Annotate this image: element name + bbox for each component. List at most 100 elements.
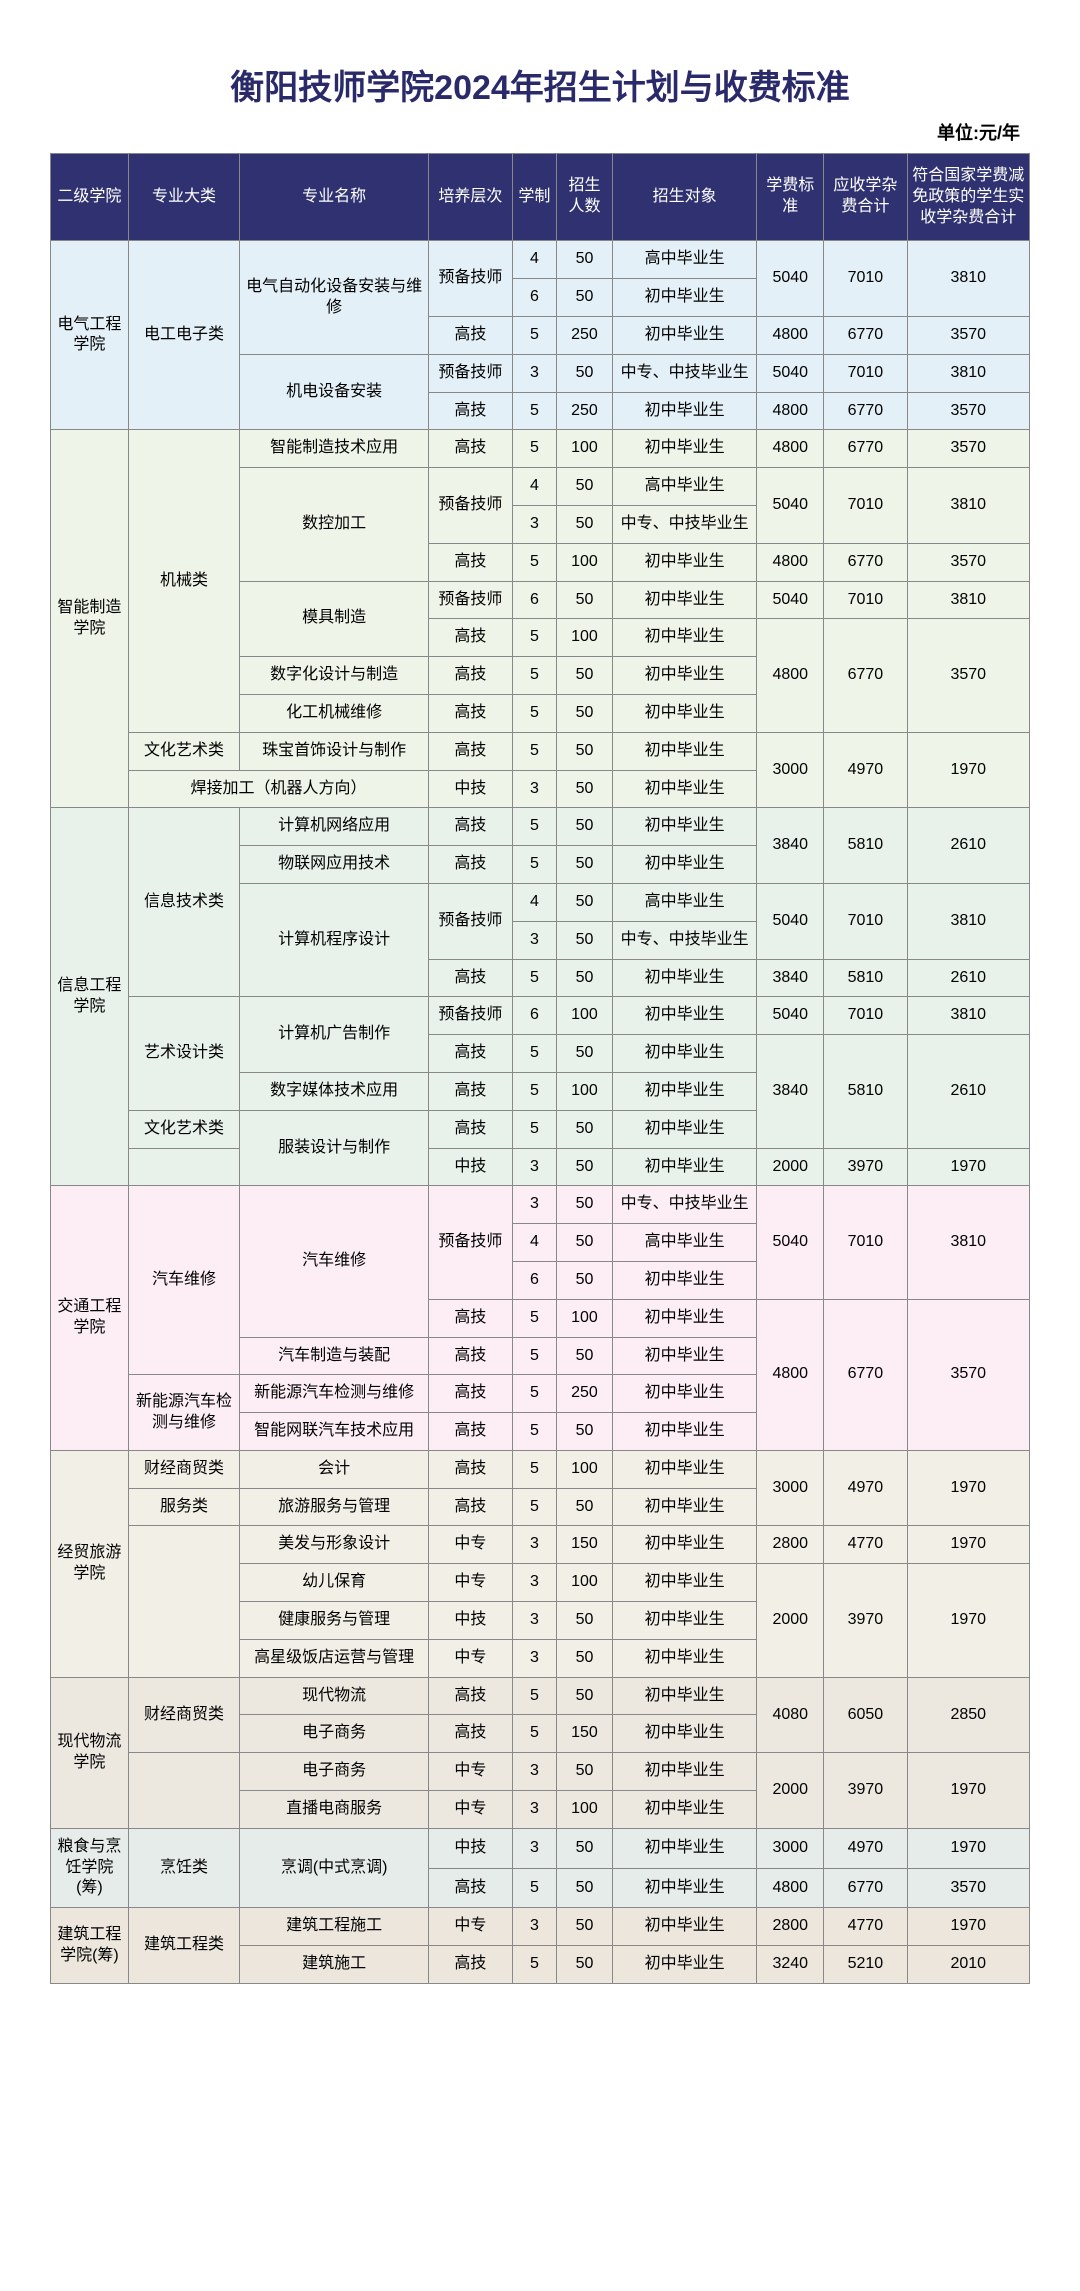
cell-num: 50 — [557, 770, 613, 808]
cell-target: 初中毕业生 — [612, 846, 757, 884]
cell-fee: 2800 — [757, 1908, 824, 1946]
cell-level: 高技 — [429, 959, 512, 997]
cell-num: 150 — [557, 1526, 613, 1564]
cell-target: 初中毕业生 — [612, 1375, 757, 1413]
cell-target: 中专、中技毕业生 — [612, 505, 757, 543]
cell-dur: 3 — [512, 1639, 557, 1677]
cell-num: 100 — [557, 619, 613, 657]
cell-level: 高技 — [429, 1677, 512, 1715]
cell-category: 文化艺术类 — [128, 1110, 239, 1148]
cell-dur: 5 — [512, 1450, 557, 1488]
cell-fee: 5040 — [757, 1186, 824, 1299]
cell-college: 电气工程学院 — [51, 241, 129, 430]
cell-target: 初中毕业生 — [612, 1072, 757, 1110]
th-fee: 学费标准 — [757, 154, 824, 241]
cell-dur: 5 — [512, 1677, 557, 1715]
cell-major: 数字化设计与制造 — [240, 657, 429, 695]
th-college: 二级学院 — [51, 154, 129, 241]
cell-dur: 5 — [512, 543, 557, 581]
th-number: 招生人数 — [557, 154, 613, 241]
cell-fee: 3000 — [757, 732, 824, 808]
cell-num: 50 — [557, 1035, 613, 1073]
cell-red: 3570 — [907, 316, 1029, 354]
cell-target: 中专、中技毕业生 — [612, 354, 757, 392]
cell-num: 100 — [557, 1072, 613, 1110]
cell-major: 服装设计与制作 — [240, 1110, 429, 1186]
cell-major: 电子商务 — [240, 1753, 429, 1791]
cell-level: 预备技师 — [429, 1186, 512, 1299]
cell-category: 烹饪类 — [128, 1828, 239, 1907]
cell-category — [128, 1148, 239, 1186]
cell-level: 高技 — [429, 543, 512, 581]
cell-red: 3570 — [907, 543, 1029, 581]
table-header-row: 二级学院 专业大类 专业名称 培养层次 学制 招生人数 招生对象 学费标准 应收… — [51, 154, 1030, 241]
cell-major: 高星级饭店运营与管理 — [240, 1639, 429, 1677]
table-row: 文化艺术类 珠宝首饰设计与制作 高技 5 50 初中毕业生 3000 4970 … — [51, 732, 1030, 770]
cell-tot: 7010 — [824, 997, 907, 1035]
table-row: 现代物流学院 财经商贸类 现代物流 高技 5 50 初中毕业生 4080 605… — [51, 1677, 1030, 1715]
cell-tot: 5810 — [824, 808, 907, 884]
cell-num: 50 — [557, 581, 613, 619]
cell-num: 50 — [557, 1224, 613, 1262]
cell-red: 3810 — [907, 1186, 1029, 1299]
cell-num: 50 — [557, 354, 613, 392]
cell-red: 1970 — [907, 1564, 1029, 1677]
cell-tot: 6770 — [824, 543, 907, 581]
cell-tot: 6050 — [824, 1677, 907, 1753]
cell-dur: 5 — [512, 1413, 557, 1451]
cell-tot: 4970 — [824, 732, 907, 808]
cell-num: 100 — [557, 1450, 613, 1488]
cell-num: 100 — [557, 430, 613, 468]
cell-level: 高技 — [429, 1715, 512, 1753]
th-duration: 学制 — [512, 154, 557, 241]
cell-red: 1970 — [907, 1753, 1029, 1829]
cell-tot: 4770 — [824, 1908, 907, 1946]
cell-tot: 5810 — [824, 959, 907, 997]
cell-major: 新能源汽车检测与维修 — [240, 1375, 429, 1413]
cell-target: 初中毕业生 — [612, 1639, 757, 1677]
cell-target: 初中毕业生 — [612, 392, 757, 430]
cell-college: 粮食与烹饪学院(筹) — [51, 1828, 129, 1907]
cell-fee: 3840 — [757, 808, 824, 884]
cell-dur: 5 — [512, 657, 557, 695]
cell-dur: 5 — [512, 808, 557, 846]
cell-num: 50 — [557, 1753, 613, 1791]
cell-fee: 5040 — [757, 354, 824, 392]
cell-fee: 4800 — [757, 543, 824, 581]
cell-dur: 5 — [512, 846, 557, 884]
cell-num: 50 — [557, 883, 613, 921]
th-major: 专业名称 — [240, 154, 429, 241]
cell-dur: 6 — [512, 1261, 557, 1299]
cell-dur: 3 — [512, 921, 557, 959]
cell-fee: 5040 — [757, 241, 824, 317]
cell-tot: 7010 — [824, 883, 907, 959]
cell-dur: 5 — [512, 619, 557, 657]
cell-category: 财经商贸类 — [128, 1450, 239, 1488]
cell-target: 初中毕业生 — [612, 1828, 757, 1868]
cell-major: 机电设备安装 — [240, 354, 429, 430]
cell-fee: 3840 — [757, 959, 824, 997]
cell-red: 3810 — [907, 883, 1029, 959]
table-row: 美发与形象设计 中专 3 150 初中毕业生 2800 4770 1970 — [51, 1526, 1030, 1564]
cell-dur: 5 — [512, 959, 557, 997]
cell-category: 新能源汽车检测与维修 — [128, 1375, 239, 1451]
cell-level: 中专 — [429, 1526, 512, 1564]
cell-college: 经贸旅游学院 — [51, 1450, 129, 1677]
cell-dur: 5 — [512, 732, 557, 770]
cell-major: 计算机程序设计 — [240, 883, 429, 996]
cell-dur: 5 — [512, 430, 557, 468]
cell-dur: 5 — [512, 1299, 557, 1337]
cell-num: 100 — [557, 1564, 613, 1602]
cell-tot: 7010 — [824, 1186, 907, 1299]
th-target: 招生对象 — [612, 154, 757, 241]
cell-tot: 4770 — [824, 1526, 907, 1564]
cell-category: 电工电子类 — [128, 241, 239, 430]
cell-num: 50 — [557, 1261, 613, 1299]
cell-target: 中专、中技毕业生 — [612, 921, 757, 959]
cell-num: 50 — [557, 1148, 613, 1186]
cell-level: 中专 — [429, 1639, 512, 1677]
cell-fee: 4800 — [757, 619, 824, 732]
cell-num: 50 — [557, 505, 613, 543]
cell-red: 1970 — [907, 1908, 1029, 1946]
cell-major: 物联网应用技术 — [240, 846, 429, 884]
